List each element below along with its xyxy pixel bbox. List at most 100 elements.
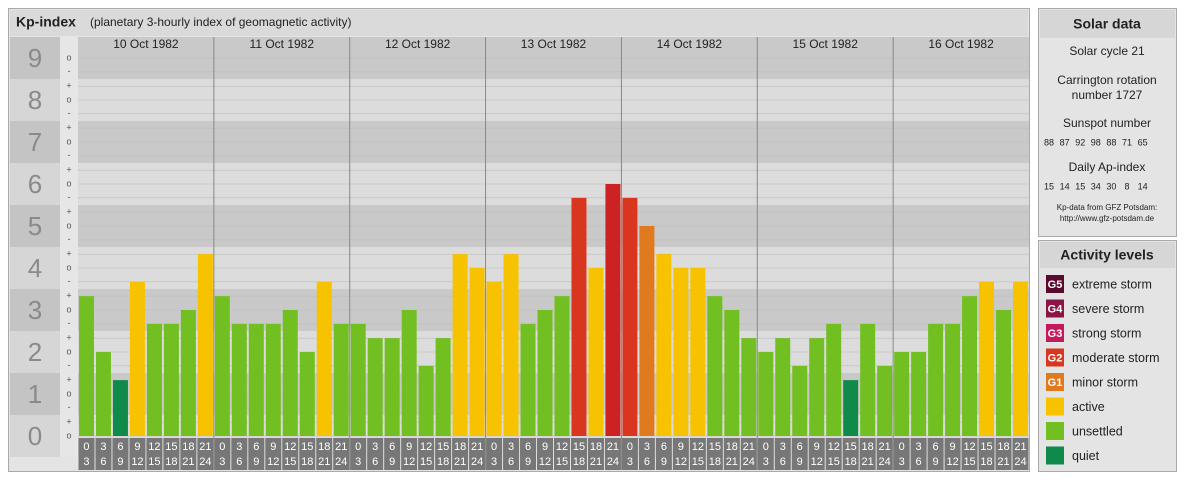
hour-label: 15 (845, 441, 857, 453)
hour-cell (927, 438, 944, 470)
hour-cell (621, 438, 638, 470)
hour-label: 9 (933, 456, 939, 468)
hour-cell (486, 438, 503, 470)
hour-cell (672, 438, 689, 470)
hour-label: 9 (797, 456, 803, 468)
hour-cell (859, 438, 876, 470)
ap-value: 14 (1138, 181, 1148, 191)
label-band (10, 247, 60, 289)
bar (979, 281, 995, 436)
day-label: 13 Oct 1982 (521, 37, 587, 51)
hour-cell (757, 438, 774, 470)
hour-label: 3 (780, 441, 786, 453)
hour-label: 15 (963, 456, 975, 468)
hour-cell (367, 438, 384, 470)
hour-label: 12 (675, 456, 687, 468)
legend-code: G4 (1048, 303, 1064, 315)
ap-title: Daily Ap-index (1069, 160, 1146, 174)
hour-label: 21 (471, 441, 483, 453)
hour-cell (587, 438, 604, 470)
bar (333, 323, 349, 436)
hour-label: 3 (372, 441, 378, 453)
hour-label: 0 (627, 441, 633, 453)
hour-cell (842, 438, 859, 470)
hour-cell (774, 438, 791, 470)
hour-label: 18 (182, 441, 194, 453)
hour-cell (554, 438, 570, 470)
minor-tick-label: - (68, 360, 71, 370)
bar (724, 310, 740, 436)
hour-cell (655, 438, 672, 470)
hour-label: 3 (236, 441, 242, 453)
ap-value: 8 (1124, 181, 1129, 191)
minor-tick-label: + (66, 291, 71, 301)
hour-label: 3 (355, 456, 361, 468)
hour-label: 9 (661, 456, 667, 468)
y-tick-label: 4 (28, 253, 42, 283)
hour-cell (995, 438, 1012, 470)
bar (571, 197, 587, 436)
subtitle: (planetary 3-hourly index of geomagnetic… (90, 15, 351, 29)
y-tick-label: 9 (28, 43, 42, 73)
hour-label: 6 (797, 441, 803, 453)
hour-label: 24 (743, 456, 755, 468)
hour-cell (978, 438, 995, 470)
hour-label: 15 (420, 456, 432, 468)
hour-cell (112, 438, 129, 470)
hour-label: 18 (454, 441, 466, 453)
bar (860, 323, 876, 436)
minor-tick-label: - (68, 276, 71, 286)
bar (197, 254, 213, 436)
hour-label: 24 (1014, 456, 1026, 468)
hour-label: 9 (406, 441, 412, 453)
bar (656, 254, 672, 436)
hour-cell (520, 438, 537, 470)
minor-tick-label: - (68, 108, 71, 118)
bar (554, 296, 570, 436)
hour-label: 3 (100, 441, 106, 453)
sunspot-title: Sunspot number (1063, 116, 1151, 130)
hour-label: 18 (318, 441, 330, 453)
hour-label: 21 (879, 441, 891, 453)
hour-cell (163, 438, 180, 470)
hour-cell (299, 438, 316, 470)
day-label: 16 Oct 1982 (928, 37, 994, 51)
hour-cell (808, 438, 825, 470)
legend-title-bar (1040, 242, 1175, 268)
label-band (10, 205, 60, 247)
hour-label: 0 (83, 441, 89, 453)
minor-tick-label: o (66, 52, 71, 62)
hour-label: 21 (590, 456, 602, 468)
bar (112, 380, 128, 436)
hour-label: 6 (525, 441, 531, 453)
label-band (10, 415, 60, 457)
hour-label: 18 (165, 456, 177, 468)
sunspot-value: 65 (1138, 137, 1148, 147)
bar (367, 338, 383, 436)
legend-code: G3 (1048, 328, 1063, 340)
bar (707, 296, 723, 436)
sunspot-value: 92 (1075, 137, 1085, 147)
minor-tick-label: o (66, 136, 71, 146)
hour-label: 15 (573, 441, 585, 453)
bar (401, 310, 417, 436)
minor-tick-label: + (66, 249, 71, 259)
label-band (10, 331, 60, 373)
hour-cell (893, 438, 910, 470)
y-tick-label: 1 (28, 379, 42, 409)
legend-label: strong storm (1072, 326, 1141, 340)
legend-label: active (1072, 400, 1105, 414)
hour-label: 18 (709, 456, 721, 468)
legend-swatch (1046, 422, 1064, 440)
hour-label: 0 (355, 441, 361, 453)
hour-label: 21 (335, 441, 347, 453)
hour-label: 21 (607, 441, 619, 453)
minor-tick-label: - (68, 150, 71, 160)
minor-tick-label: o (66, 94, 71, 104)
bar (79, 296, 94, 436)
bar (928, 323, 944, 436)
bar (673, 268, 689, 436)
minor-tick-label: o (66, 220, 71, 230)
minor-tick-label: o (66, 430, 71, 440)
legend-code: G1 (1048, 377, 1063, 389)
